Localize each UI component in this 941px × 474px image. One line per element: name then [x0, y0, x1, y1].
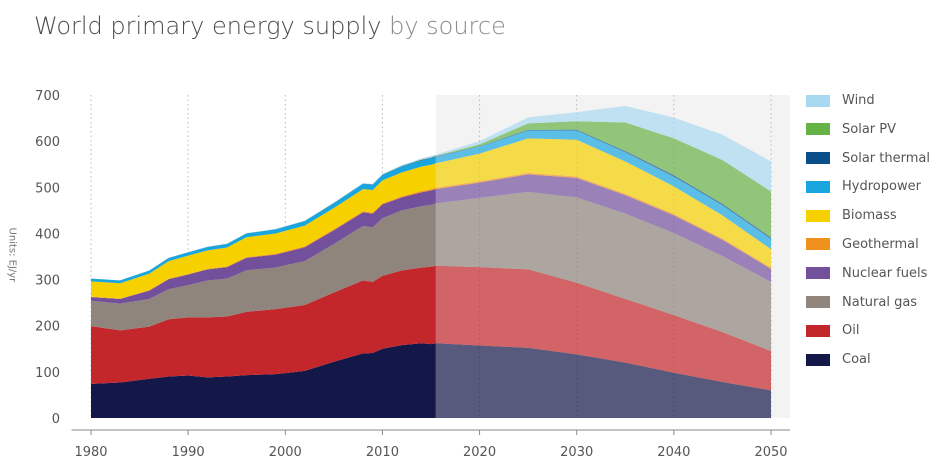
legend-item-coal: Coal	[806, 348, 930, 371]
area-solar-pv-projection	[435, 121, 771, 238]
legend-swatch-nuclear-fuels	[806, 267, 830, 280]
chart-plot: 0 100 200 300 400 500 600 700 1980 1990 2000 2010 20…	[35, 89, 790, 460]
area-nuclear-fuels-projection	[435, 174, 771, 282]
legend-swatch-biomass	[806, 209, 830, 222]
legend-item-wind: Wind	[806, 89, 930, 112]
x-tick-2010: 2010	[366, 445, 399, 460]
legend-item-solar-pv: Solar PV	[806, 118, 930, 141]
chart-title-main: World primary energy supply	[34, 12, 382, 40]
x-tick-2050: 2050	[754, 445, 787, 460]
legend-label-nuclear-fuels: Nuclear fuels	[842, 265, 928, 281]
chart-title: World primary energy supply by source	[34, 12, 506, 40]
x-tick-2020: 2020	[463, 445, 496, 460]
area-nuclear-fuels-historical	[91, 189, 436, 304]
area-oil-historical	[91, 265, 436, 384]
legend-item-solar-thermal: Solar thermal	[806, 147, 930, 170]
legend-label-coal: Coal	[842, 352, 871, 368]
y-tick-200: 200	[35, 320, 60, 335]
legend-swatch-solar-thermal	[806, 152, 830, 165]
legend-swatch-natural-gas	[806, 296, 830, 309]
legend-label-hydropower: Hydropower	[842, 179, 921, 195]
chart-subtitle: by source	[389, 12, 506, 40]
x-tick-2030: 2030	[560, 445, 593, 460]
area-natural-gas-projection	[435, 191, 771, 352]
legend-item-nuclear-fuels: Nuclear fuels	[806, 262, 930, 285]
legend-swatch-coal	[806, 353, 830, 366]
legend-label-oil: Oil	[842, 323, 860, 339]
legend-item-geothermal: Geothermal	[806, 233, 930, 256]
y-tick-500: 500	[35, 181, 60, 196]
legend-label-geothermal: Geothermal	[842, 236, 919, 252]
area-coal-historical	[91, 343, 436, 418]
x-tick-1980: 1980	[74, 445, 107, 460]
x-tick-1990: 1990	[172, 445, 205, 460]
legend-item-biomass: Biomass	[806, 204, 930, 227]
x-tick-2000: 2000	[269, 445, 302, 460]
y-tick-600: 600	[35, 135, 60, 150]
legend-swatch-hydropower	[806, 180, 830, 193]
y-tick-100: 100	[35, 366, 60, 381]
y-tick-700: 700	[35, 89, 60, 104]
legend-swatch-oil	[806, 324, 830, 337]
legend-item-oil: Oil	[806, 319, 930, 342]
area-biomass-projection	[435, 138, 771, 268]
area-biomass-historical	[91, 163, 436, 299]
y-tick-0: 0	[52, 412, 60, 427]
legend-swatch-solar-pv	[806, 123, 830, 136]
y-tick-400: 400	[35, 227, 60, 242]
legend-swatch-geothermal	[806, 238, 830, 251]
legend-label-natural-gas: Natural gas	[842, 294, 918, 310]
legend-item-natural-gas: Natural gas	[806, 291, 930, 314]
y-tick-300: 300	[35, 274, 60, 289]
area-oil-projection	[435, 265, 771, 391]
legend-label-wind: Wind	[842, 93, 875, 108]
legend-swatch-wind	[806, 94, 830, 107]
area-hydropower-historical	[91, 156, 436, 284]
area-natural-gas-historical	[91, 203, 436, 331]
area-coal-projection	[435, 343, 771, 418]
legend-label-solar-thermal: Solar thermal	[842, 150, 930, 166]
chart-legend: Wind Solar PV Solar thermal Hydropower Bioma…	[806, 89, 930, 377]
x-tick-2040: 2040	[657, 445, 690, 460]
legend-label-biomass: Biomass	[842, 208, 897, 224]
area-wind-projection	[435, 105, 771, 192]
legend-item-hydropower: Hydropower	[806, 175, 930, 198]
legend-label-solar-pv: Solar PV	[842, 121, 896, 137]
